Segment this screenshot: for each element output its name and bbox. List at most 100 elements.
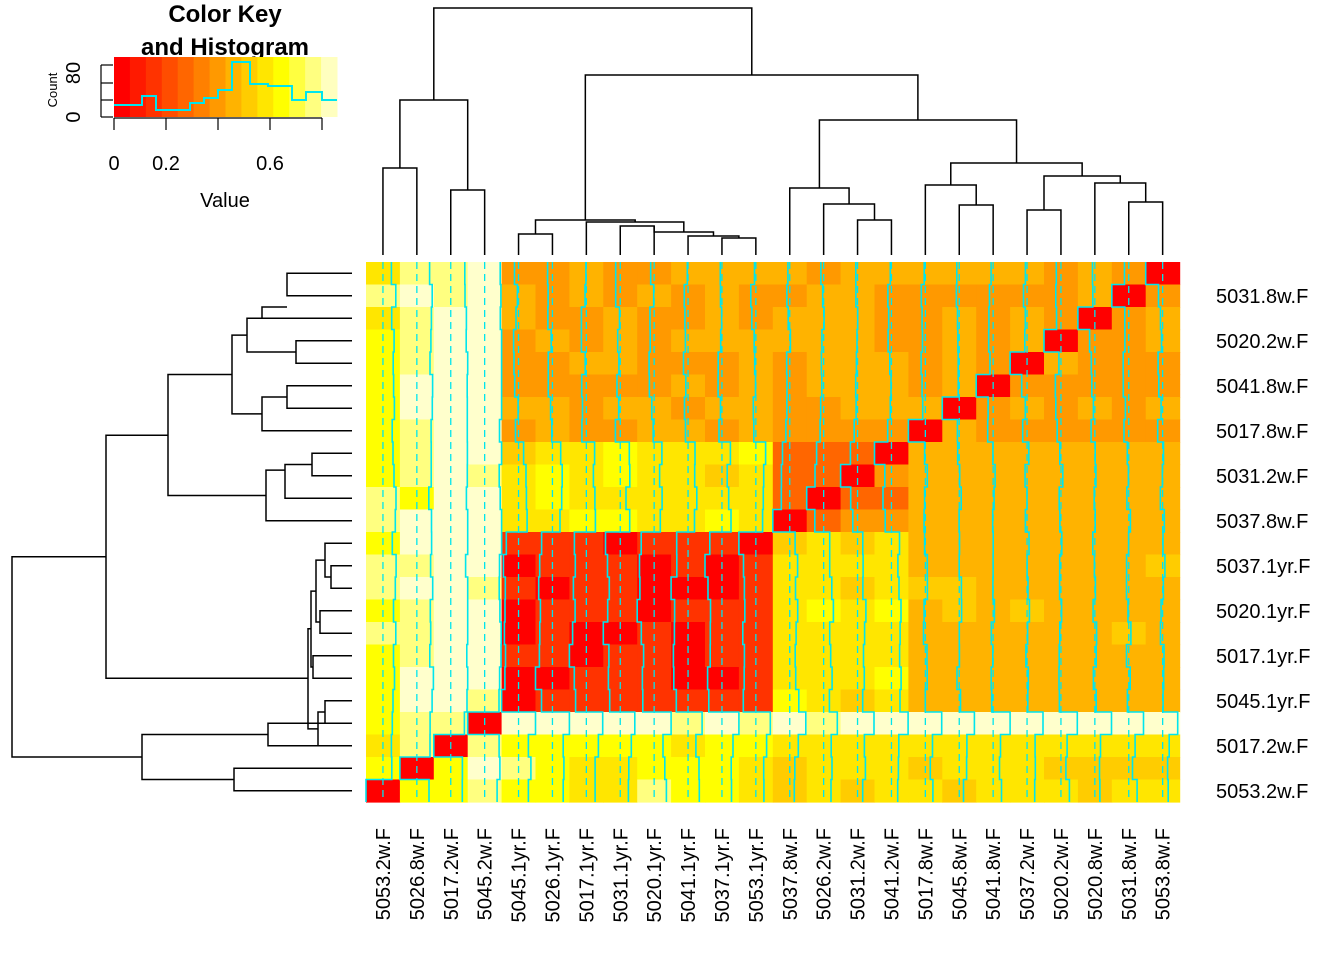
- heatmap-cell: [705, 284, 740, 308]
- trace-line: [1043, 262, 1079, 802]
- color-key-y-tick-label-0: 0: [63, 111, 85, 122]
- heatmap-cell: [1145, 307, 1181, 331]
- color-key-y-tick-label-1: 80: [63, 62, 85, 84]
- heatmap-cell: [942, 487, 977, 511]
- trace-line: [1144, 262, 1179, 802]
- heatmap-cell: [908, 622, 943, 646]
- heatmap-cell: [399, 262, 435, 286]
- dendrogram-branch: [856, 219, 893, 255]
- heatmap-cell: [738, 464, 774, 488]
- heatmap-cell: [772, 667, 808, 691]
- heatmap-cell: [942, 284, 977, 308]
- heatmap-cell: [603, 329, 638, 353]
- heatmap-cell: [569, 329, 604, 353]
- dendrogram-branch: [924, 184, 977, 255]
- heatmap-cell: [637, 689, 672, 713]
- heatmap-cell: [637, 262, 672, 286]
- heatmap-cell: [976, 284, 1011, 308]
- column-label: 5053.2w.F: [373, 828, 395, 920]
- heatmap-cell: [535, 622, 570, 646]
- color-key-x-tick-label-0: 0: [108, 153, 119, 175]
- heatmap-cell: [976, 329, 1011, 353]
- heatmap-cell: [603, 487, 638, 511]
- heatmap-cell: [1077, 487, 1113, 511]
- column-label: 5041.8w.F: [983, 828, 1005, 920]
- heatmap-cell: [671, 667, 706, 691]
- heatmap-cell: [1010, 262, 1045, 286]
- heatmap-cell: [433, 487, 469, 511]
- row-label: 5017.8w.F: [1216, 421, 1308, 443]
- heatmap-cell: [874, 284, 909, 308]
- heatmap-cell: [738, 622, 774, 646]
- dendrogram-branch: [261, 306, 352, 319]
- dendrogram-branch: [619, 225, 655, 255]
- trace-line: [432, 262, 469, 802]
- heatmap-cell: [772, 284, 808, 308]
- column-label: 5045.8w.F: [949, 828, 971, 920]
- column-label: 5041.1yr.F: [678, 828, 700, 923]
- dendrogram-branch: [584, 74, 919, 220]
- heatmap-cell: [840, 509, 876, 533]
- heatmap-cell: [942, 667, 977, 691]
- row-label: 5037.8w.F: [1216, 511, 1308, 533]
- heatmap-cell: [1077, 284, 1113, 308]
- column-label: 5026.2w.F: [814, 828, 836, 920]
- color-key-histogram: [114, 61, 337, 111]
- row-label: 5037.1yr.F: [1216, 556, 1311, 578]
- dendrogram-branch: [789, 187, 850, 255]
- heatmap-cell: [637, 442, 672, 466]
- dendrogram-branch: [167, 373, 266, 497]
- heatmap-cell: [467, 284, 503, 308]
- heatmap-cell: [467, 509, 503, 533]
- heatmap-cell: [501, 667, 537, 691]
- heatmap-cell: [908, 667, 943, 691]
- dendrogram-branch: [1128, 201, 1164, 255]
- heatmap-cell: [433, 262, 469, 286]
- heatmap-cell: [467, 262, 503, 286]
- heatmap-cell: [942, 329, 977, 353]
- heatmap-cell: [1111, 487, 1147, 511]
- dendrogram-branch: [319, 610, 352, 634]
- heatmap-cell: [366, 487, 401, 511]
- heatmap-cell: [569, 667, 604, 691]
- dendrogram-branch: [1026, 209, 1062, 255]
- column-label: 5020.2w.F: [1051, 828, 1073, 920]
- heatmap-cell: [399, 442, 435, 466]
- dendrogram-branch: [822, 203, 876, 255]
- heatmap-cell: [1145, 509, 1181, 533]
- heatmap-cell: [1010, 284, 1045, 308]
- dendrogram-branch: [265, 469, 352, 522]
- heatmap-cell: [1145, 262, 1181, 286]
- dendrogram-branch: [687, 235, 740, 255]
- heatmap-cell: [1111, 262, 1147, 286]
- heatmap-cell: [501, 487, 537, 511]
- dendrogram-branch: [267, 722, 352, 747]
- trace-line: [1111, 262, 1145, 802]
- heatmap-cell: [535, 689, 570, 713]
- heatmap-cell: [942, 307, 977, 331]
- heatmap-cell: [535, 284, 570, 308]
- heatmap-cell: [908, 487, 943, 511]
- heatmap-cell: [501, 689, 537, 713]
- column-label: 5031.1yr.F: [610, 828, 632, 923]
- heatmap-cell: [467, 689, 503, 713]
- heatmap-cell: [433, 622, 469, 646]
- heatmap-cell: [603, 307, 638, 331]
- heatmap-cell: [1077, 689, 1113, 713]
- heatmap-cell: [637, 487, 672, 511]
- heatmap-cell: [1077, 644, 1113, 668]
- color-key-band: [177, 57, 195, 117]
- heatmap-cell: [806, 262, 842, 286]
- color-key-band: [225, 57, 242, 117]
- heatmap-cell: [399, 329, 435, 353]
- heatmap-cell: [806, 442, 842, 466]
- trace-line: [399, 262, 435, 802]
- heatmap-cell: [1077, 667, 1113, 691]
- heatmap-cell: [1010, 644, 1045, 668]
- heatmap-cell: [976, 464, 1011, 488]
- heatmap-cell: [501, 644, 537, 668]
- heatmap-cell: [705, 622, 740, 646]
- heatmap-cell: [908, 644, 943, 668]
- row-label: 5020.2w.F: [1216, 331, 1308, 353]
- trace-line: [907, 262, 943, 802]
